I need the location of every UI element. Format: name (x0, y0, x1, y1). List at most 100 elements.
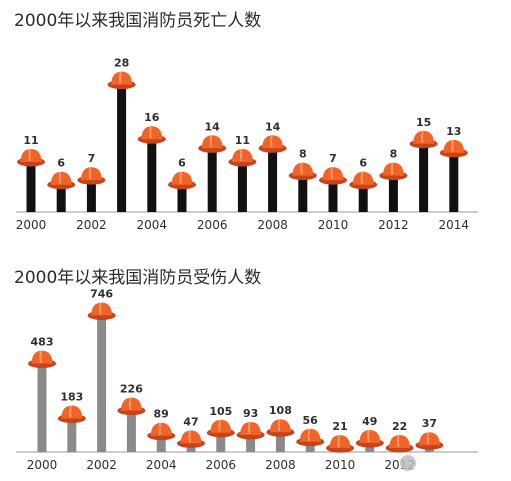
chart-1-bar-2000 (26, 161, 36, 212)
chart-2-bar-2009 (305, 441, 315, 452)
chart-2-x-tick-2004: 2004 (146, 458, 177, 472)
helmet-marker-1-2003 (107, 71, 136, 90)
watermark: 悟空问答 (400, 455, 473, 472)
chart-2-x-tick-2000: 2000 (27, 458, 58, 472)
helmet-marker-2-2008 (266, 419, 295, 437)
chart-1-bar-2010 (328, 180, 338, 212)
helmet-marker-1-2012 (379, 162, 408, 181)
chart-2-x-tick-2006: 2006 (206, 458, 237, 472)
helmet-marker-1-2011 (349, 171, 378, 190)
chart-1-value-label-2006: 14 (205, 120, 221, 133)
chart-2-value-label-2006: 105 (209, 405, 232, 418)
chart-2-bar-2003 (126, 410, 136, 452)
chart-2-value-label-2013: 37 (422, 417, 437, 430)
chart-2-bar-2008 (275, 432, 285, 452)
helmet-marker-2-2009 (296, 428, 325, 447)
chart-2-bar-2007 (246, 434, 256, 452)
chart-1-value-label-2005: 6 (178, 157, 186, 170)
watermark-icon (400, 455, 416, 471)
helmet-marker-1-2004 (137, 126, 166, 144)
chart-1-bar-2001 (56, 184, 66, 212)
helmet-marker-2-2002 (87, 302, 116, 320)
chart-1-x-tick-2006: 2006 (197, 218, 228, 232)
chart-2-x-tick-2010: 2010 (325, 458, 356, 472)
chart-1-value-label-2011: 6 (359, 157, 367, 170)
chart-1-x-tick-2014: 2014 (439, 218, 470, 232)
chart-1-value-label-2000: 11 (23, 134, 38, 147)
helmet-marker-1-2002 (77, 167, 106, 185)
chart-2-x-tick-2008: 2008 (265, 458, 296, 472)
helmet-marker-1-2006 (198, 135, 227, 153)
chart-1-value-label-2014: 13 (446, 125, 461, 138)
helmet-marker-2-2010 (326, 435, 354, 453)
chart-2-bar-2006 (216, 432, 226, 452)
chart-1-value-label-2008: 14 (265, 120, 281, 133)
chart-1-x-tick-2012: 2012 (378, 218, 409, 232)
helmet-marker-1-2001 (47, 171, 76, 190)
chart-2-bar-2001 (67, 418, 77, 452)
chart-1-x-tick-2010: 2010 (318, 218, 349, 232)
chart-1-value-label-2007: 11 (235, 134, 250, 147)
deaths-chart: 11 6 7 28 16 6 14 11 14 8 7 6 8 15 13 2000 2002 2004 2006 2… (16, 57, 478, 232)
helmet-marker-1-2010 (319, 167, 347, 185)
helmet-marker-1-2005 (168, 171, 196, 190)
chart-2-x-tick-2002: 2002 (86, 458, 117, 472)
helmet-marker-1-2007 (228, 148, 257, 167)
helmet-marker-1-2009 (288, 162, 317, 181)
chart-2-value-label-2007: 93 (243, 407, 258, 420)
chart-2-value-label-2009: 56 (303, 414, 319, 427)
chart-2-value-label-2001: 183 (60, 391, 83, 404)
chart-2-value-label-2000: 483 (31, 336, 54, 349)
chart-2-value-label-2010: 21 (332, 420, 347, 433)
chart-1-value-label-2002: 7 (88, 152, 96, 165)
helmet-marker-1-2000 (17, 148, 45, 167)
helmet-marker-2-2013 (415, 432, 444, 450)
chart-2-value-label-2011: 49 (362, 415, 377, 428)
chart-1-value-label-2001: 6 (57, 157, 65, 170)
chart-1-x-tick-2000: 2000 (16, 218, 47, 232)
helmet-marker-2-2001 (57, 405, 86, 424)
chart-1-bar-2014 (449, 152, 459, 212)
chart-1-bar-2006 (207, 148, 217, 212)
chart-2-bar-2002 (97, 315, 107, 452)
chart-2-value-label-2004: 89 (154, 408, 169, 421)
chart-1-value-label-2013: 15 (416, 116, 431, 129)
chart-2-value-label-2002: 746 (90, 287, 113, 300)
chart-1-title: 2000年以来我国消防员死亡人数 (14, 11, 261, 31)
chart-1-bar-2005 (177, 184, 187, 212)
chart-2-value-label-2003: 226 (120, 383, 143, 396)
helmet-marker-2-2007 (236, 421, 265, 440)
helmet-marker-1-2013 (409, 130, 438, 149)
helmet-marker-2-2011 (355, 429, 384, 448)
helmet-marker-2-2006 (206, 419, 235, 438)
chart-1-value-label-2009: 8 (299, 148, 307, 161)
helmet-marker-2-2012 (385, 434, 414, 453)
chart-2-title: 2000年以来我国消防员受伤人数 (14, 268, 261, 288)
chart-1-x-tick-2002: 2002 (76, 218, 107, 232)
chart-1-x-tick-2004: 2004 (137, 218, 168, 232)
chart-2-bar-2000 (37, 363, 47, 452)
helmet-marker-2-2005 (177, 430, 205, 448)
helmet-marker-2-2004 (147, 422, 176, 441)
chart-1-bar-2007 (237, 161, 247, 212)
chart-1-value-label-2010: 7 (329, 152, 337, 165)
chart-1-bar-2002 (86, 180, 96, 212)
watermark-text: 悟空问答 (421, 456, 473, 472)
chart-2-bar-2004 (156, 435, 166, 452)
chart-1-bar-2013 (419, 143, 429, 212)
chart-1-bar-2012 (388, 175, 398, 212)
chart-1-bar-2011 (358, 184, 368, 212)
chart-1-bar-2004 (147, 139, 157, 212)
helmet-marker-2-2000 (28, 350, 56, 369)
chart-1-x-tick-2008: 2008 (257, 218, 288, 232)
chart-1-bar-2009 (298, 175, 308, 212)
chart-2-value-label-2012: 22 (392, 420, 407, 433)
helmet-marker-2-2003 (117, 397, 146, 416)
chart-1-bar-2008 (268, 148, 278, 212)
chart-1-value-label-2003: 28 (114, 57, 129, 70)
chart-2-value-label-2008: 108 (269, 404, 292, 417)
chart-1-bar-2003 (117, 84, 127, 212)
chart-1-value-label-2012: 8 (390, 148, 398, 161)
chart-1-value-label-2004: 16 (144, 111, 160, 124)
